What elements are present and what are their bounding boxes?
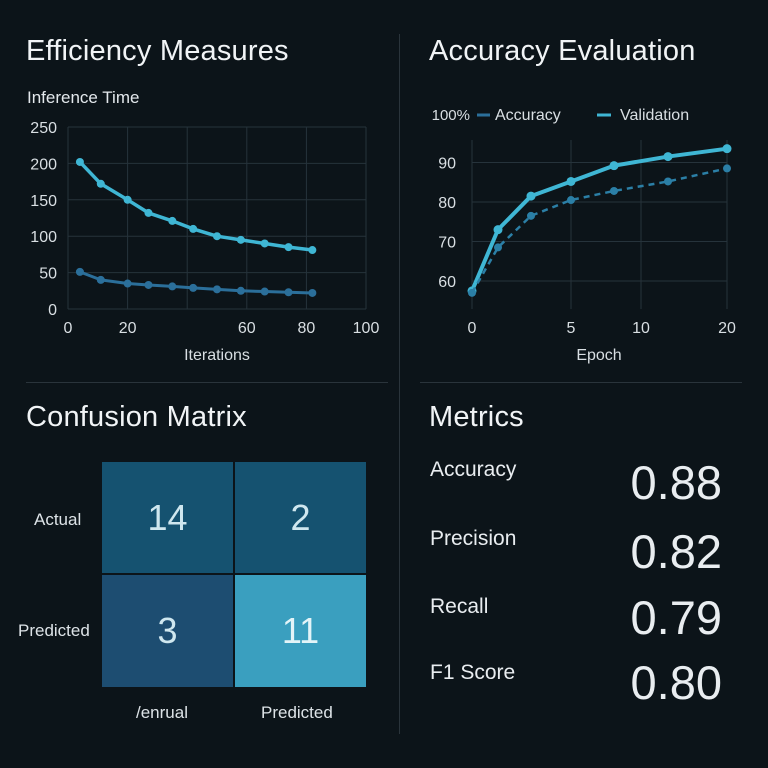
data-point [189,283,198,292]
cm-col-label: /enrual [136,703,188,722]
y-tick-label: 100% [432,107,470,124]
metric-label-recall: Recall [430,595,489,618]
x-tick-label: 100 [353,320,380,337]
data-point [123,279,132,288]
data-point [213,232,221,241]
x-axis-label: Iterations [184,347,250,364]
data-point [722,144,732,154]
data-point [468,288,476,297]
y-tick-label: 50 [39,266,57,283]
vertical-divider [399,34,400,734]
confusion-title: Confusion Matrix [26,401,247,433]
data-point [236,235,245,244]
metric-value-f1: 0.80 [630,656,722,709]
data-point [664,177,672,186]
data-point [75,157,84,166]
efficiency-title: Efficiency Measures [26,35,289,67]
x-tick-label: 0 [64,320,73,337]
data-point [284,243,293,252]
cm-row-label: Actual [34,510,82,529]
data-point [144,208,153,217]
legend-label: Accuracy [495,107,561,124]
metric-label-accuracy: Accuracy [430,458,517,481]
data-point [527,211,535,220]
chart-title: Inference Time [27,88,139,107]
metric-value-accuracy: 0.88 [630,456,722,509]
data-point [284,288,293,297]
y-tick-label: 250 [30,120,57,137]
data-point [493,225,503,235]
data-point [144,280,153,289]
y-tick-label: 60 [438,274,456,291]
x-tick-label: 10 [632,320,650,337]
data-point [168,216,177,225]
data-point [609,161,619,171]
accuracy-title: Accuracy Evaluation [429,35,696,67]
y-tick-label: 0 [48,302,57,319]
data-point [168,282,177,291]
y-tick-label: 80 [438,195,456,212]
y-tick-label: 150 [30,193,57,210]
x-tick-label: 20 [718,320,736,337]
series-line [470,146,728,292]
x-tick-label: 60 [238,320,256,337]
cm-col-label: Predicted [261,703,333,722]
x-axis-label: Epoch [576,347,621,364]
x-tick-label: 5 [567,320,576,337]
data-point [663,152,673,162]
data-point [236,286,245,295]
data-point [566,176,576,186]
x-tick-label: 20 [119,320,137,337]
x-tick-label: 0 [468,320,477,337]
data-point [213,285,221,294]
data-point [723,164,731,173]
metric-label-f1: F1 Score [430,661,516,684]
horizontal-divider-right [420,382,742,383]
x-tick-label: 80 [298,320,316,337]
data-point [123,195,132,204]
cm-cell: 2 [235,462,366,573]
metric-label-precision: Precision [430,527,517,550]
data-point [610,186,618,195]
data-point [567,196,575,205]
cm-cell: 3 [102,575,233,687]
data-point [75,267,84,276]
metric-value-recall: 0.79 [630,591,722,644]
series-line [78,160,313,252]
data-point [526,191,536,201]
cm-cell: 14 [102,462,233,573]
y-tick-label: 90 [438,156,456,173]
y-tick-label: 70 [438,235,456,252]
series-line [470,167,728,294]
metrics-title: Metrics [429,401,524,433]
data-point [260,287,269,296]
cm-row-label: Predicted [18,621,90,640]
y-tick-label: 100 [30,229,57,246]
data-point [96,179,105,188]
data-point [189,224,198,233]
y-tick-label: 200 [30,156,57,173]
accuracy-chart: 100% 90 80 70 60 0 5 10 20 Epoch Accuracy Validatio… [432,107,736,364]
horizontal-divider-left [26,382,388,383]
data-point [260,239,269,248]
data-point [96,275,105,284]
metric-value-precision: 0.82 [630,525,722,578]
efficiency-chart: Inference Time 0 50 100 150 200 250 0 20 60 80 100 I… [27,88,380,364]
data-point [308,288,317,297]
data-point [308,246,317,255]
legend-label: Validation [620,107,689,124]
cm-cell: 11 [235,575,366,687]
data-point [494,243,502,252]
